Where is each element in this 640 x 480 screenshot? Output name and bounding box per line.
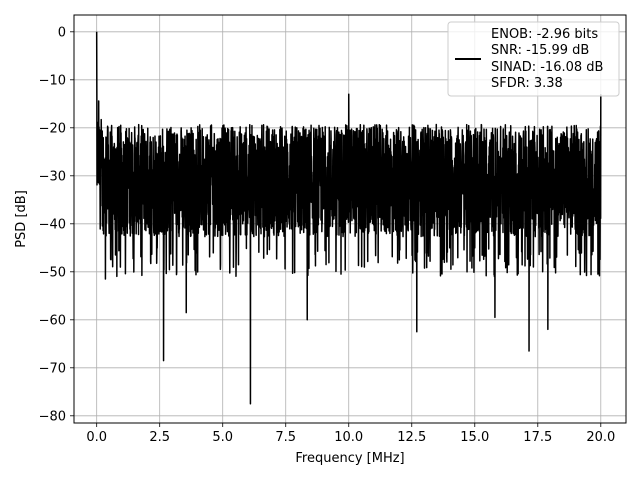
series-layer xyxy=(95,31,602,405)
x-tick-label: 12.5 xyxy=(397,430,426,445)
y-axis-label: PSD [dB] xyxy=(14,190,29,248)
x-tick-label: 15.0 xyxy=(460,430,489,445)
x-tick-label: 10.0 xyxy=(334,430,363,445)
y-tick-label: −10 xyxy=(39,73,66,88)
y-tick-label: −80 xyxy=(39,409,66,424)
legend: ENOB: -2.96 bits SNR: -15.99 dB SINAD: -… xyxy=(447,21,620,97)
x-tick-label: 17.5 xyxy=(523,430,552,445)
legend-box xyxy=(447,21,620,97)
legend-line-enob: ENOB: -2.96 bits xyxy=(491,27,598,42)
legend-line-sinad: SINAD: -16.08 dB xyxy=(491,60,603,75)
y-axis-ticks: 0 −10 −20 −30 −40 −50 −60 −70 −80 xyxy=(39,25,74,424)
y-tick-label: −20 xyxy=(39,121,66,136)
y-tick-label: −40 xyxy=(39,217,66,232)
x-axis-label: Frequency [MHz] xyxy=(295,451,404,466)
legend-line-snr: SNR: -15.99 dB xyxy=(491,43,589,58)
x-tick-label: 5.0 xyxy=(212,430,233,445)
x-tick-label: 0.0 xyxy=(86,430,107,445)
y-tick-label: 0 xyxy=(58,25,66,40)
y-tick-label: −50 xyxy=(39,265,66,280)
legend-line-sfdr: SFDR: 3.38 xyxy=(491,76,563,91)
psd-series-line xyxy=(95,31,602,405)
x-axis-ticks: 0.0 2.5 5.0 7.5 10.0 12.5 15.0 17.5 20.0 xyxy=(86,423,615,445)
x-tick-label: 2.5 xyxy=(149,430,170,445)
y-tick-label: −60 xyxy=(39,313,66,328)
y-tick-label: −30 xyxy=(39,169,66,184)
y-tick-label: −70 xyxy=(39,361,66,376)
x-tick-label: 20.0 xyxy=(586,430,615,445)
plot-frame xyxy=(73,14,627,424)
x-tick-label: 7.5 xyxy=(275,430,296,445)
